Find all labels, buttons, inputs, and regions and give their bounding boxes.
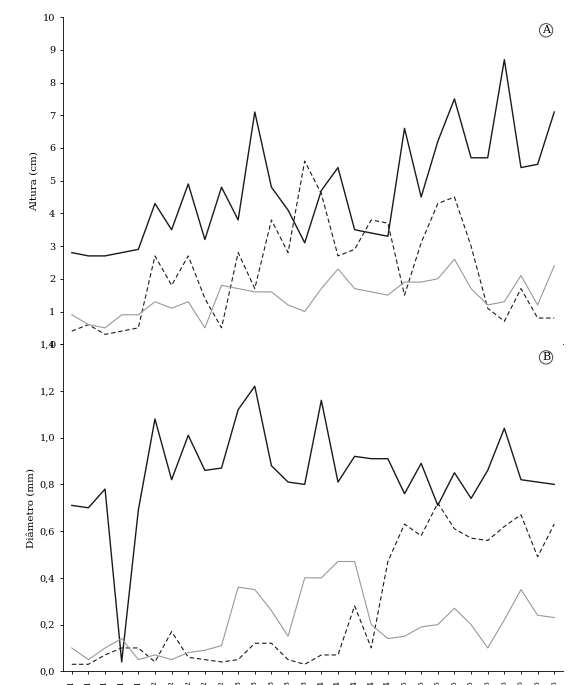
Y-axis label: Diâmetro (mm): Diâmetro (mm) <box>27 468 35 548</box>
Legend: INCR 1, INCR 2, INCR 3: INCR 1, INCR 2, INCR 3 <box>208 493 418 510</box>
Text: A: A <box>542 25 550 36</box>
Y-axis label: Altura (cm): Altura (cm) <box>29 151 39 210</box>
X-axis label: Interação hidrogel* adubação: Interação hidrogel* adubação <box>239 377 387 387</box>
Text: B: B <box>542 352 550 362</box>
